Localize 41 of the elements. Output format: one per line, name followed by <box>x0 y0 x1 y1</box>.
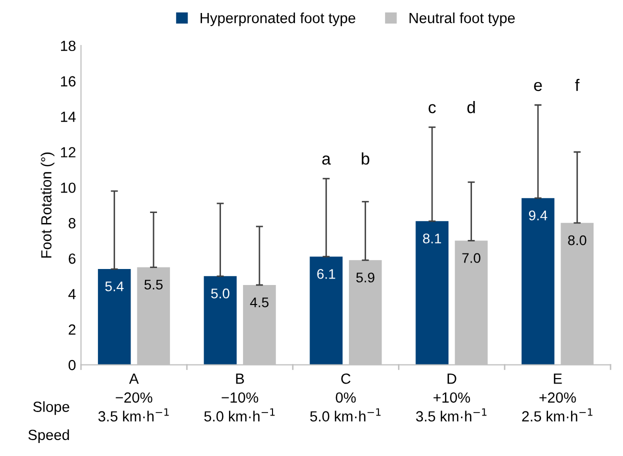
y-tick-label: 2 <box>68 324 76 335</box>
bar <box>522 198 554 365</box>
y-tick-label: 18 <box>61 40 76 52</box>
x-tick-label: A −20% 3.5 km·h$^{−1}$ <box>98 374 169 422</box>
y-axis-title: Foot Rotation (°) <box>40 152 54 258</box>
data-label: 4.5 <box>250 298 269 308</box>
x-tick-label: B −10% 5.0 km·h$^{−1}$ <box>204 374 275 422</box>
data-label: 6.1 <box>317 269 336 279</box>
y-tick-label: 4 <box>68 289 76 300</box>
x-tick-label: C 0% 5.0 km·h$^{−1}$ <box>310 374 381 422</box>
data-label: 8.1 <box>423 234 442 244</box>
annotation: e <box>534 82 542 92</box>
text: Slope <box>33 401 70 415</box>
data-label: 8.0 <box>568 235 586 246</box>
bar <box>98 269 131 365</box>
data-label: 5.0 <box>211 288 230 298</box>
y-tick-label: 8 <box>68 218 76 228</box>
data-label: 9.4 <box>528 210 548 220</box>
x-tick-label: D +10% 3.5 km·h$^{−1}$ <box>416 374 486 422</box>
y-tick-label: 12 <box>61 147 76 158</box>
legend-label: Hyperpronated foot type <box>200 12 356 26</box>
bar <box>204 276 237 365</box>
annotation: a <box>322 156 331 165</box>
annotation: b <box>362 152 370 165</box>
y-tick-label: 14 <box>61 112 76 122</box>
data-label: 5.4 <box>105 282 124 292</box>
legend-label: Neutral foot type <box>410 12 515 26</box>
y-tick-label: 0 <box>68 360 76 370</box>
x-tick-label: E +20% 2.5 km·h$^{−1}$ <box>522 374 592 422</box>
annotation: c <box>428 104 436 114</box>
bar <box>310 256 343 365</box>
annotation: d <box>467 100 475 114</box>
data-label: 5.9 <box>356 272 374 282</box>
annotation: f <box>575 78 580 91</box>
bar <box>416 221 448 365</box>
data-label: 7.0 <box>462 253 480 263</box>
data-label: 5.5 <box>144 280 163 290</box>
y-tick-label: 16 <box>61 76 76 86</box>
y-tick-label: 6 <box>68 254 76 264</box>
text: Speed <box>28 429 69 443</box>
y-tick-label: 10 <box>61 182 76 193</box>
